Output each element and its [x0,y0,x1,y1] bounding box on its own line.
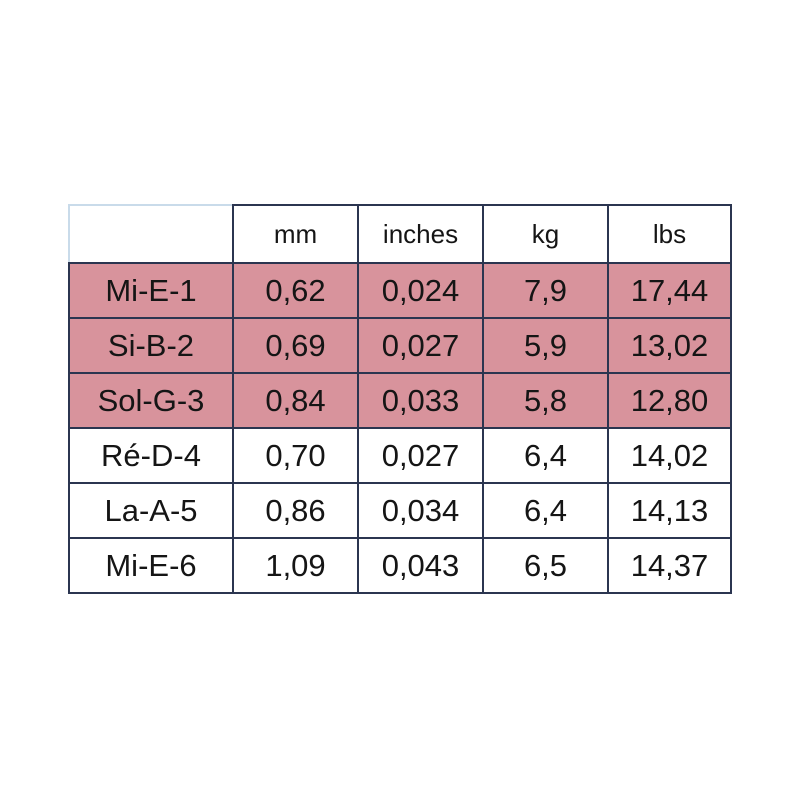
cell: 0,70 [232,427,359,484]
row-label: Mi-E-6 [68,537,234,594]
cell: 17,44 [607,262,732,319]
table-body: Mi-E-1 0,62 0,024 7,9 17,44 Si-B-2 0,69 0,027 5,… [68,262,732,594]
table-row: Si-B-2 0,69 0,027 5,9 13,02 [68,317,732,374]
cell: 13,02 [607,317,732,374]
cell: 0,69 [232,317,359,374]
cell: 6,4 [482,482,609,539]
cell: 5,8 [482,372,609,429]
table-row: La-A-5 0,86 0,034 6,4 14,13 [68,482,732,539]
cell: 0,84 [232,372,359,429]
column-header: lbs [607,204,732,264]
cell: 12,80 [607,372,732,429]
cell: 0,033 [357,372,484,429]
row-label: Ré-D-4 [68,427,234,484]
column-header: inches [357,204,484,264]
table-row: Mi-E-1 0,62 0,024 7,9 17,44 [68,262,732,319]
table-row: Ré-D-4 0,70 0,027 6,4 14,02 [68,427,732,484]
corner-cell [68,204,234,264]
cell: 0,027 [357,317,484,374]
cell: 0,024 [357,262,484,319]
row-label: Sol-G-3 [68,372,234,429]
cell: 0,034 [357,482,484,539]
table-row: Sol-G-3 0,84 0,033 5,8 12,80 [68,372,732,429]
row-label: La-A-5 [68,482,234,539]
cell: 7,9 [482,262,609,319]
cell: 6,5 [482,537,609,594]
cell: 14,13 [607,482,732,539]
data-table: mm inches kg lbs Mi-E-1 0,62 0,024 7,9 17,44 Si-… [68,204,732,594]
cell: 5,9 [482,317,609,374]
column-header: mm [232,204,359,264]
row-label: Mi-E-1 [68,262,234,319]
cell: 0,86 [232,482,359,539]
column-header: kg [482,204,609,264]
cell: 0,043 [357,537,484,594]
cell: 14,02 [607,427,732,484]
cell: 1,09 [232,537,359,594]
table-row: Mi-E-6 1,09 0,043 6,5 14,37 [68,537,732,594]
cell: 0,027 [357,427,484,484]
header-row: mm inches kg lbs [68,204,732,264]
cell: 0,62 [232,262,359,319]
cell: 14,37 [607,537,732,594]
row-label: Si-B-2 [68,317,234,374]
cell: 6,4 [482,427,609,484]
